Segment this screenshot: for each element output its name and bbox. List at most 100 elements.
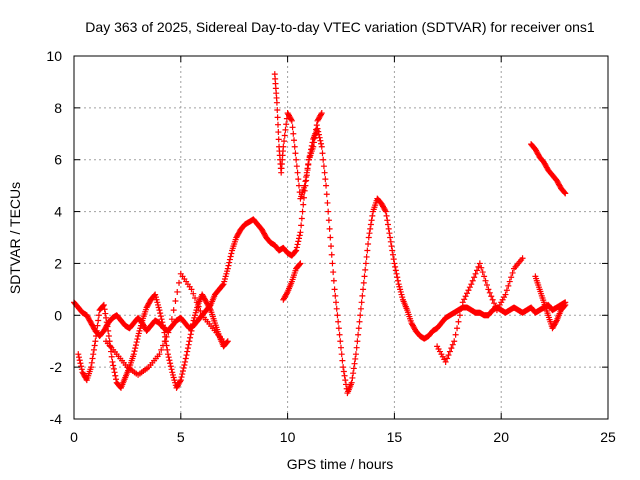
data-point <box>321 169 328 176</box>
data-point <box>341 372 348 379</box>
data-point <box>186 338 193 345</box>
data-point <box>90 346 97 353</box>
data-point <box>104 323 111 330</box>
data-point <box>446 348 453 355</box>
data-point <box>324 199 331 206</box>
x-tick-label: 5 <box>177 429 185 445</box>
data-point <box>330 277 337 284</box>
data-point <box>305 161 312 168</box>
data-point <box>112 372 119 379</box>
data-point <box>312 130 319 137</box>
data-point <box>291 137 298 144</box>
data-point <box>89 355 96 362</box>
data-point <box>110 362 117 369</box>
data-point <box>462 293 469 300</box>
data-point <box>174 288 181 295</box>
data-point <box>356 318 363 325</box>
data-point <box>293 247 300 254</box>
data-point <box>364 247 371 254</box>
data-point <box>113 376 120 383</box>
data-point <box>323 182 330 189</box>
data-point <box>107 343 114 350</box>
data-point <box>291 143 298 150</box>
data-point <box>158 316 165 323</box>
data-point <box>337 338 344 345</box>
data-point <box>225 262 232 269</box>
data-point <box>394 274 401 281</box>
data-point <box>319 150 326 157</box>
data-point <box>489 296 496 303</box>
data-point <box>103 319 110 326</box>
data-point <box>290 130 297 137</box>
data-point <box>334 312 341 319</box>
data-point <box>456 312 463 319</box>
data-point <box>167 363 174 370</box>
data-point <box>318 111 325 118</box>
plot-frame <box>73 55 609 420</box>
data-point <box>273 99 280 106</box>
data-point <box>368 217 375 224</box>
data-point <box>168 366 175 373</box>
data-point <box>94 322 101 329</box>
data-point <box>465 287 472 294</box>
data-point <box>492 303 499 310</box>
data-point <box>466 284 473 291</box>
data-point <box>177 378 184 385</box>
data-point <box>310 139 317 146</box>
data-point <box>333 305 340 312</box>
data-point <box>449 341 456 348</box>
data-point <box>103 314 110 321</box>
data-point <box>472 270 479 277</box>
data-point <box>226 256 233 263</box>
data-point <box>367 225 374 232</box>
data-point <box>387 238 394 245</box>
data-point <box>156 307 163 314</box>
data-point <box>281 138 288 145</box>
data-point <box>156 351 163 358</box>
data-point <box>348 379 355 386</box>
data-point <box>322 176 329 183</box>
data-point <box>92 338 99 345</box>
data-point <box>313 122 320 129</box>
data-point <box>353 344 360 351</box>
data-point <box>351 360 358 367</box>
data-point <box>318 143 325 150</box>
data-point <box>188 286 195 293</box>
data-point <box>159 319 166 326</box>
data-point <box>448 345 455 352</box>
data-point <box>160 325 167 332</box>
data-point <box>442 358 449 365</box>
data-point <box>562 190 569 197</box>
data-point <box>318 140 325 147</box>
y-tick-label: 6 <box>54 152 62 168</box>
data-point <box>330 269 337 276</box>
data-point <box>392 263 399 270</box>
data-point <box>349 374 356 381</box>
series-SDTVAR-cluster-a <box>75 291 231 391</box>
data-point <box>390 256 397 263</box>
data-point <box>382 208 389 215</box>
data-point <box>311 135 318 142</box>
y-axis-label: SDTVAR / TECUs <box>7 182 23 294</box>
data-point <box>333 299 340 306</box>
data-point <box>167 360 174 367</box>
series-SDTVAR-cluster-f <box>528 141 569 197</box>
series-SDTVAR <box>71 125 569 397</box>
data-point <box>323 191 330 198</box>
data-point <box>320 163 327 170</box>
data-point <box>519 255 526 262</box>
data-point <box>292 248 299 255</box>
data-point <box>357 305 364 312</box>
data-point <box>365 234 372 241</box>
data-point <box>295 238 302 245</box>
x-tick-label: 0 <box>70 429 78 445</box>
data-point <box>386 230 393 237</box>
y-tick-label: -2 <box>50 359 63 375</box>
data-point <box>224 265 231 272</box>
data-point <box>354 338 361 345</box>
data-point <box>275 129 282 136</box>
data-point <box>184 348 191 355</box>
data-point <box>360 279 367 286</box>
